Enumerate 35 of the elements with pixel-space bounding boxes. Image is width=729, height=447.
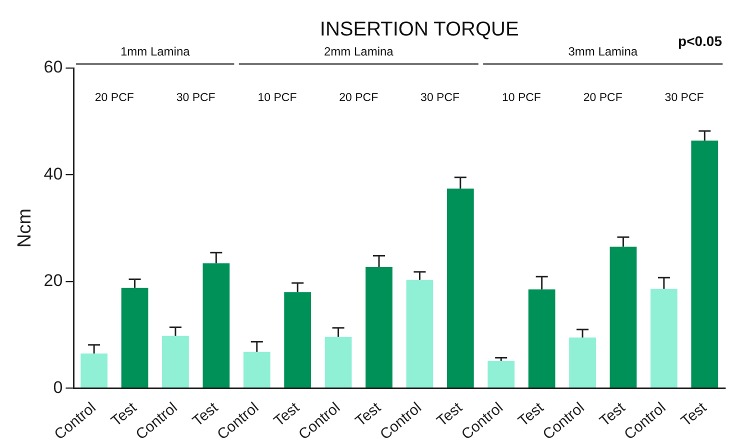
annotation: 30 PCF <box>420 92 460 104</box>
bar <box>446 188 474 388</box>
annotation: 30 PCF <box>176 92 216 104</box>
bar <box>406 280 434 388</box>
annotation: 10 PCF <box>502 92 541 104</box>
y-axis-title: Ncm <box>14 208 36 248</box>
text: 2mm Lamina <box>324 44 394 58</box>
chart-title: INSERTION TORQUE <box>320 18 519 41</box>
bar <box>569 337 596 388</box>
annotation: 20 PCF <box>583 92 622 104</box>
text: 3mm Lamina <box>568 44 638 58</box>
bar <box>202 263 230 388</box>
bar <box>366 267 392 388</box>
y-tick-label: 0 <box>53 378 63 397</box>
bar <box>121 288 148 388</box>
bar <box>243 352 270 388</box>
bar <box>650 288 678 388</box>
annotation: 20 PCF <box>94 92 134 104</box>
text: 1mm Lamina <box>120 44 190 58</box>
annotation: 20 PCF <box>339 92 378 104</box>
y-tick-label: 60 <box>44 58 63 77</box>
bar <box>528 289 556 388</box>
y-tick-label: 40 <box>44 164 63 184</box>
bar <box>324 336 352 388</box>
bar <box>80 353 108 388</box>
bar <box>691 140 718 388</box>
annotation: 30 PCF <box>664 92 704 104</box>
bar <box>162 336 189 388</box>
x-tick-label: Test <box>678 398 711 430</box>
bar <box>610 246 637 388</box>
annotation: 10 PCF <box>258 92 297 104</box>
text: p<0.05 <box>678 32 722 49</box>
y-tick-label: 20 <box>44 271 63 290</box>
bar <box>284 292 312 388</box>
bar <box>488 360 515 388</box>
